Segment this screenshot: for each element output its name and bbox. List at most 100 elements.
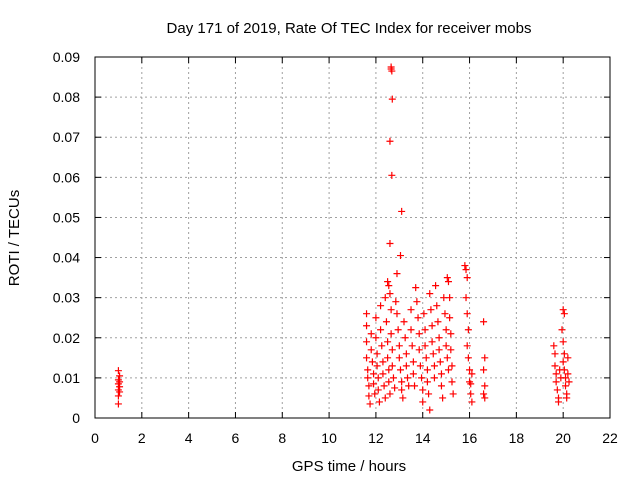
y-tick-label: 0 xyxy=(72,410,80,426)
data-point xyxy=(468,370,476,378)
data-point xyxy=(426,290,434,298)
data-point xyxy=(449,390,457,398)
data-point xyxy=(384,338,392,346)
x-tick-label: 20 xyxy=(555,430,571,446)
data-point xyxy=(463,342,471,350)
data-point xyxy=(419,386,427,394)
data-point xyxy=(447,346,455,354)
data-point xyxy=(388,171,396,179)
data-point xyxy=(387,330,395,338)
y-tick-label: 0.02 xyxy=(53,330,80,346)
data-point xyxy=(398,386,406,394)
data-point xyxy=(426,406,434,414)
data-point xyxy=(392,298,400,306)
data-point xyxy=(116,372,124,380)
data-point xyxy=(404,374,412,382)
data-point xyxy=(466,366,474,374)
data-point xyxy=(461,262,469,270)
data-point xyxy=(409,358,417,366)
data-point xyxy=(377,302,385,310)
data-point xyxy=(381,294,389,302)
data-point xyxy=(368,358,376,366)
y-tick-label: 0.06 xyxy=(53,169,80,185)
data-point xyxy=(384,278,392,286)
data-point xyxy=(428,338,436,346)
data-point xyxy=(419,398,427,406)
data-point xyxy=(402,350,410,358)
x-tick-label: 22 xyxy=(602,430,618,446)
data-point xyxy=(420,310,428,318)
data-point xyxy=(440,294,448,302)
data-point xyxy=(559,358,567,366)
data-point xyxy=(382,318,390,326)
data-point xyxy=(425,390,433,398)
data-point xyxy=(421,342,429,350)
data-point xyxy=(463,274,471,282)
x-tick-labels: 0 2 4 6 8 10 12 14 16 18 20 22 xyxy=(91,430,618,446)
data-point xyxy=(377,326,385,334)
data-point xyxy=(480,366,488,374)
data-point xyxy=(374,374,382,382)
data-point xyxy=(395,354,403,362)
data-point xyxy=(415,346,423,354)
data-point xyxy=(437,370,445,378)
data-point xyxy=(448,378,456,386)
data-point xyxy=(370,380,378,388)
data-point xyxy=(375,398,383,406)
data-point xyxy=(559,338,567,346)
data-point xyxy=(363,338,371,346)
data-points xyxy=(114,63,573,414)
data-point xyxy=(464,326,472,334)
data-point xyxy=(446,294,454,302)
data-point xyxy=(480,318,488,326)
data-point xyxy=(481,354,489,362)
data-point xyxy=(385,366,393,374)
data-point xyxy=(448,362,456,370)
data-point xyxy=(408,342,416,350)
data-point xyxy=(423,366,431,374)
data-point xyxy=(416,362,424,370)
data-point xyxy=(114,367,122,375)
data-point xyxy=(552,378,560,386)
data-point xyxy=(447,330,455,338)
data-point xyxy=(446,314,454,322)
data-point xyxy=(373,362,381,370)
data-point xyxy=(467,390,475,398)
data-point xyxy=(379,358,387,366)
data-point xyxy=(412,284,420,292)
x-tick-label: 0 xyxy=(91,430,99,446)
data-point xyxy=(395,342,403,350)
data-point xyxy=(443,274,451,282)
data-point xyxy=(413,298,421,306)
data-point xyxy=(435,334,443,342)
data-point xyxy=(481,394,489,402)
data-point xyxy=(430,362,438,370)
data-point xyxy=(552,370,560,378)
x-tick-label: 8 xyxy=(278,430,286,446)
data-point xyxy=(430,374,438,382)
data-point xyxy=(555,398,562,406)
data-point xyxy=(402,362,410,370)
y-tick-label: 0.04 xyxy=(53,250,80,266)
data-point xyxy=(398,207,406,215)
data-point xyxy=(411,382,419,390)
data-point xyxy=(427,306,435,314)
data-point xyxy=(399,394,407,402)
data-point xyxy=(398,378,406,386)
x-tick-label: 16 xyxy=(462,430,478,446)
data-point xyxy=(386,137,394,145)
data-point xyxy=(558,326,566,334)
chart-title: Day 171 of 2019, Rate Of TEC Index for r… xyxy=(167,20,532,37)
data-point xyxy=(407,326,415,334)
x-tick-label: 4 xyxy=(185,430,193,446)
data-point xyxy=(363,354,371,362)
data-point xyxy=(372,314,380,322)
data-point xyxy=(114,400,122,408)
data-point xyxy=(436,358,444,366)
data-point xyxy=(409,370,417,378)
data-point xyxy=(441,310,449,318)
data-point xyxy=(391,384,399,392)
data-point xyxy=(481,382,489,390)
data-point xyxy=(386,290,394,298)
